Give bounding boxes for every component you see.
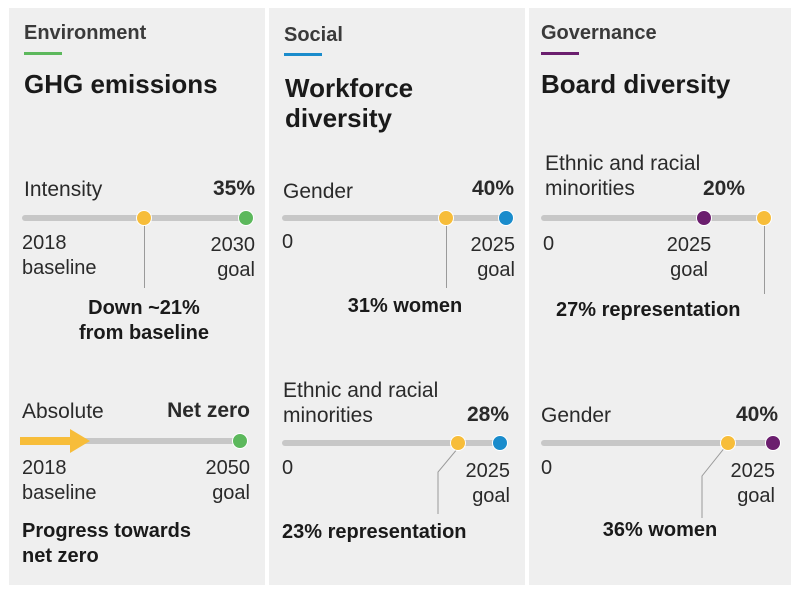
social-gender-target: 40% — [471, 177, 514, 200]
social-gender-note: 31% women — [347, 295, 463, 317]
environment-category: Environment — [24, 22, 147, 44]
intensity-note: Down ~21% from baseline — [78, 297, 210, 344]
intensity-goal-dot — [238, 210, 254, 226]
social-underline — [284, 53, 322, 56]
social-title: Workforce diversity — [285, 73, 414, 133]
environment-panel — [9, 8, 265, 585]
governance-minorities-start-label: 0 — [543, 233, 555, 255]
governance-title: Board diversity — [541, 69, 731, 99]
governance-gender-goal-dot — [765, 435, 781, 451]
governance-gender-track — [541, 440, 775, 446]
intensity-target: 35% — [212, 177, 255, 200]
intensity-start-label: 2018 baseline — [22, 232, 97, 279]
social-gender-label: Gender — [283, 180, 354, 203]
social-minorities-end-label: 2025 goal — [465, 460, 511, 507]
governance-gender-end-label: 2025 goal — [730, 460, 776, 507]
social-gender-start-label: 0 — [282, 231, 294, 253]
absolute-target: Net zero — [167, 399, 250, 422]
social-gender-current-dot — [438, 210, 454, 226]
social-minorities-start-label: 0 — [282, 457, 294, 479]
intensity-leader-line — [144, 219, 145, 288]
social-gender-end-label: 2025 goal — [470, 234, 516, 281]
social-minorities-current-dot — [450, 435, 466, 451]
governance-panel — [529, 8, 791, 585]
absolute-start-label: 2018 baseline — [22, 457, 97, 504]
environment-title: GHG emissions — [24, 69, 218, 99]
governance-minorities-note: 27% representation — [556, 299, 741, 321]
absolute-goal-dot — [232, 433, 248, 449]
absolute-track — [22, 438, 248, 444]
social-minorities-goal-dot — [492, 435, 508, 451]
social-minorities-label: Ethnic and racial minorities — [283, 379, 439, 427]
social-category: Social — [284, 24, 343, 46]
governance-minorities-leader-line — [764, 222, 765, 294]
social-gender-track — [282, 215, 510, 221]
governance-category: Governance — [541, 22, 657, 44]
social-panel — [269, 8, 525, 585]
absolute-label: Absolute — [22, 400, 104, 423]
governance-minorities-end-label: 2025 goal — [666, 234, 712, 281]
social-gender-leader-line — [446, 222, 447, 288]
environment-underline — [24, 52, 62, 55]
absolute-note: Progress towards net zero — [22, 520, 191, 567]
absolute-end-label: 2050 goal — [205, 457, 251, 504]
governance-underline — [541, 52, 579, 55]
governance-gender-start-label: 0 — [541, 457, 553, 479]
social-minorities-target: 28% — [466, 403, 509, 426]
governance-gender-label: Gender — [541, 404, 612, 427]
governance-minorities-track — [541, 215, 769, 221]
social-minorities-note: 23% representation — [282, 521, 467, 543]
intensity-label: Intensity — [24, 178, 103, 201]
governance-gender-current-dot — [720, 435, 736, 451]
absolute-progress-arrow-icon — [20, 429, 90, 453]
governance-gender-leader-line — [701, 446, 727, 518]
social-gender-goal-dot — [498, 210, 514, 226]
governance-minorities-target: 20% — [702, 177, 745, 200]
social-minorities-leader-line — [437, 448, 459, 514]
governance-gender-note: 36% women — [602, 519, 718, 541]
governance-gender-target: 40% — [735, 403, 778, 426]
intensity-track — [22, 215, 248, 221]
intensity-end-label: 2030 goal — [210, 234, 256, 281]
social-minorities-track — [282, 440, 508, 446]
intensity-current-dot — [136, 210, 152, 226]
governance-minorities-current-dot — [756, 210, 772, 226]
governance-minorities-goal-dot — [696, 210, 712, 226]
governance-minorities-label: Ethnic and racial minorities — [545, 152, 701, 200]
